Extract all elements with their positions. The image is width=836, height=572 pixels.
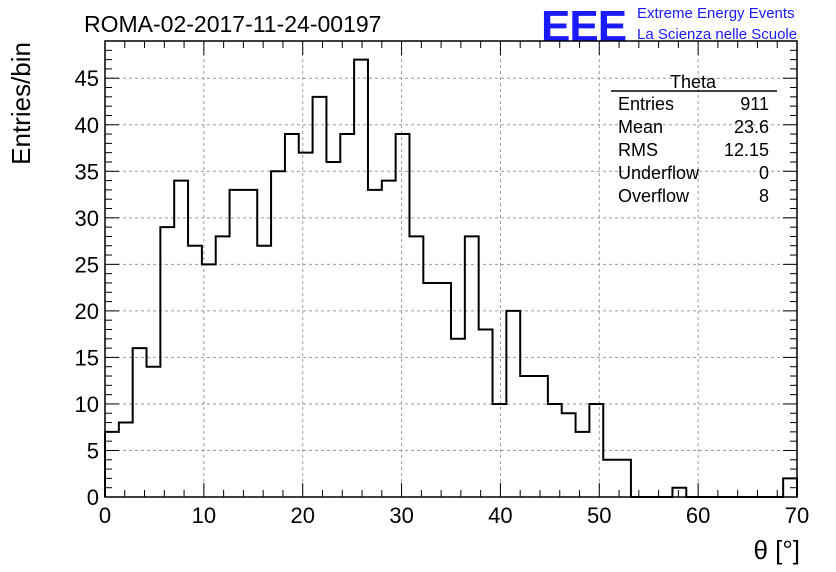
stats-label-entries: Entries: [618, 94, 674, 114]
stats-label-mean: Mean: [618, 117, 663, 137]
chart-title: ROMA-02-2017-11-24-00197: [84, 11, 381, 37]
histogram-bar: [493, 404, 507, 497]
histogram-bar: [257, 246, 271, 497]
histogram-bar: [562, 413, 576, 497]
x-tick-label: 30: [389, 503, 413, 528]
y-tick-label: 5: [87, 438, 99, 463]
stats-label-underflow: Underflow: [618, 163, 700, 183]
tick-labels: 0 10 20 30 40 50 60 70 0 5 10 15 20 25 30 35 40 45: [75, 66, 810, 528]
histogram-bar: [423, 283, 437, 497]
x-tick-label: 50: [587, 503, 611, 528]
histogram-bar: [340, 134, 354, 497]
y-tick-label: 10: [75, 392, 99, 417]
histogram-bar: [437, 283, 451, 497]
x-tick-label: 70: [785, 503, 809, 528]
histogram-bar: [396, 134, 410, 497]
axes: [104, 40, 798, 498]
y-axis-label: Entries/bin: [6, 42, 36, 165]
histogram-bar: [313, 97, 327, 497]
histogram-bar: [603, 460, 617, 497]
histogram-bar: [216, 236, 230, 497]
grid-lines: [105, 41, 797, 497]
histogram-bar: [299, 153, 313, 497]
x-tick-label: 0: [99, 503, 111, 528]
y-tick-label: 20: [75, 299, 99, 324]
histogram-bar: [119, 423, 133, 497]
stats-value-overflow: 8: [759, 186, 769, 206]
histogram-bar: [382, 181, 396, 497]
histogram-bar: [326, 162, 340, 497]
y-tick-label: 30: [75, 206, 99, 231]
histogram-bar: [520, 376, 534, 497]
y-tick-label: 40: [75, 113, 99, 138]
histogram-bar: [160, 227, 174, 497]
x-axis-label: θ [°]: [753, 535, 800, 565]
eee-logo: EEE Extreme Energy Events La Scienza nel…: [541, 2, 797, 51]
y-tick-label: 25: [75, 252, 99, 277]
stats-title: Theta: [670, 72, 717, 92]
histogram-bar: [271, 171, 285, 497]
plot-frame: [104, 40, 798, 498]
stats-box: Theta Entries 911 Mean 23.6 RMS 12.15 Un…: [611, 72, 777, 206]
histogram-bar: [174, 181, 188, 497]
histogram-bar: [465, 236, 479, 497]
histogram-bar: [133, 348, 147, 497]
histogram-bar: [285, 134, 299, 497]
x-tick-label: 40: [488, 503, 512, 528]
logo-line-1: Extreme Energy Events: [637, 5, 795, 22]
histogram-bar: [672, 488, 686, 497]
histogram-bar: [147, 367, 161, 497]
stats-value-underflow: 0: [759, 163, 769, 183]
y-tick-label: 0: [87, 485, 99, 510]
histogram-bar: [451, 339, 465, 497]
y-tick-label: 15: [75, 345, 99, 370]
stats-label-rms: RMS: [618, 140, 658, 160]
logo-line-2: La Scienza nelle Scuole: [637, 26, 797, 43]
histogram-bar: [534, 376, 548, 497]
y-tick-label: 45: [75, 66, 99, 91]
stats-value-rms: 12.15: [724, 140, 769, 160]
histogram-bar: [409, 236, 423, 497]
histogram-bar: [479, 329, 493, 497]
logo-mark: EEE: [541, 2, 626, 51]
x-tick-label: 60: [686, 503, 710, 528]
x-tick-label: 20: [290, 503, 314, 528]
stats-value-mean: 23.6: [734, 117, 769, 137]
histogram-bar: [188, 246, 202, 497]
y-tick-label: 35: [75, 159, 99, 184]
histogram-bar: [576, 432, 590, 497]
x-tick-label: 10: [192, 503, 216, 528]
stats-label-overflow: Overflow: [618, 186, 690, 206]
stats-value-entries: 911: [740, 94, 769, 114]
